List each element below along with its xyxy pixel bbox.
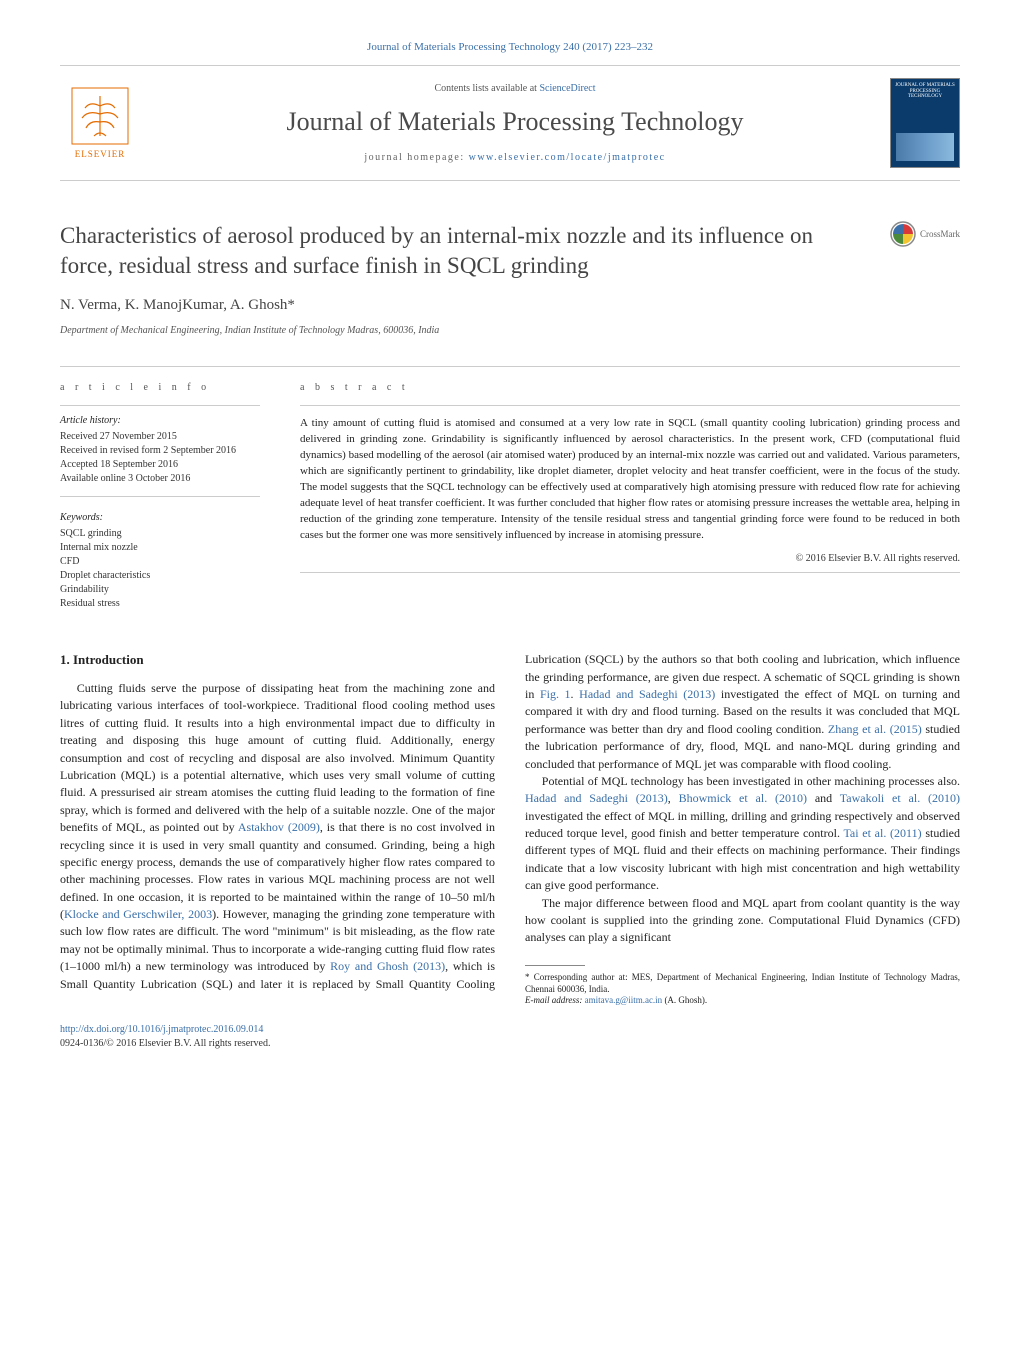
history-label: Article history: <box>60 414 260 428</box>
issn-copyright: 0924-0136/© 2016 Elsevier B.V. All right… <box>60 1038 270 1049</box>
body-text: . <box>571 687 580 701</box>
body-paragraph: The major difference between flood and M… <box>525 895 960 947</box>
citation-link[interactable]: Zhang et al. (2015) <box>828 722 922 736</box>
keywords-label: Keywords: <box>60 511 260 525</box>
figure-link[interactable]: Fig. 1 <box>540 687 571 701</box>
section-heading: 1. Introduction <box>60 651 495 670</box>
body-columns: 1. Introduction Cutting fluids serve the… <box>60 651 960 1007</box>
journal-cover-title: JOURNAL OF MATERIALS PROCESSING TECHNOLO… <box>895 83 955 100</box>
body-text: Cutting fluids serve the purpose of diss… <box>60 681 495 834</box>
keyword: Residual stress <box>60 597 260 611</box>
doi-link[interactable]: http://dx.doi.org/10.1016/j.jmatprotec.2… <box>60 1024 263 1035</box>
keyword: CFD <box>60 555 260 569</box>
abstract-text: A tiny amount of cutting fluid is atomis… <box>300 416 960 544</box>
abstract-label: a b s t r a c t <box>300 381 960 395</box>
keyword: Internal mix nozzle <box>60 541 260 555</box>
abstract-column: a b s t r a c t A tiny amount of cutting… <box>300 381 960 611</box>
elsevier-logo-text: ELSEVIER <box>75 148 126 161</box>
body-text: , <box>668 791 679 805</box>
homepage-link[interactable]: www.elsevier.com/locate/jmatprotec <box>469 152 666 163</box>
elsevier-tree-icon <box>70 86 130 146</box>
citation-link[interactable]: Hadad and Sadeghi (2013) <box>579 687 715 701</box>
journal-cover-thumbnail: JOURNAL OF MATERIALS PROCESSING TECHNOLO… <box>890 78 960 168</box>
footnote-separator <box>525 965 585 966</box>
title-row: Characteristics of aerosol produced by a… <box>60 221 960 281</box>
body-text: , is that there is no cost involved in r… <box>60 820 495 921</box>
history-item: Received 27 November 2015 <box>60 430 260 444</box>
keyword: Droplet characteristics <box>60 569 260 583</box>
journal-name: Journal of Materials Processing Technolo… <box>160 104 870 140</box>
journal-header-band: ELSEVIER Contents lists available at Sci… <box>60 65 960 181</box>
sciencedirect-link[interactable]: ScienceDirect <box>539 83 595 94</box>
citation-link[interactable]: Tai et al. (2011) <box>843 826 921 840</box>
body-text: and <box>807 791 840 805</box>
citation-link[interactable]: Tawakoli et al. (2010) <box>840 791 960 805</box>
citation-link[interactable]: Hadad and Sadeghi (2013) <box>525 791 668 805</box>
body-text: Potential of MQL technology has been inv… <box>542 774 960 788</box>
abstract-copyright: © 2016 Elsevier B.V. All rights reserved… <box>300 552 960 566</box>
corresponding-footnote: * Corresponding author at: MES, Departme… <box>525 972 960 995</box>
email-link[interactable]: amitava.g@iitm.ac.in <box>585 995 663 1005</box>
homepage-prefix: journal homepage: <box>364 152 468 163</box>
email-label: E-mail address: <box>525 995 585 1005</box>
authors: N. Verma, K. ManojKumar, A. Ghosh* <box>60 295 960 316</box>
elsevier-logo: ELSEVIER <box>60 86 140 161</box>
email-footnote: E-mail address: amitava.g@iitm.ac.in (A.… <box>525 995 960 1007</box>
citation-link[interactable]: Bhowmick et al. (2010) <box>679 791 807 805</box>
contents-line: Contents lists available at ScienceDirec… <box>160 82 870 96</box>
body-paragraph: Potential of MQL technology has been inv… <box>525 773 960 895</box>
article-info-label: a r t i c l e i n f o <box>60 381 260 395</box>
article-title: Characteristics of aerosol produced by a… <box>60 221 870 281</box>
citation-link[interactable]: Roy and Ghosh (2013) <box>330 959 445 973</box>
crossmark-badge[interactable]: CrossMark <box>890 221 960 247</box>
history-item: Available online 3 October 2016 <box>60 472 260 486</box>
contents-prefix: Contents lists available at <box>434 83 539 94</box>
header-center: Contents lists available at ScienceDirec… <box>140 82 890 164</box>
crossmark-icon <box>890 221 916 247</box>
history-item: Accepted 18 September 2016 <box>60 458 260 472</box>
citation-link[interactable]: Astakhov (2009) <box>238 820 320 834</box>
article-info-column: a r t i c l e i n f o Article history: R… <box>60 381 260 611</box>
page-footer: http://dx.doi.org/10.1016/j.jmatprotec.2… <box>60 1023 960 1051</box>
top-citation: Journal of Materials Processing Technolo… <box>60 40 960 55</box>
keyword: SQCL grinding <box>60 527 260 541</box>
crossmark-label: CrossMark <box>920 228 960 241</box>
affiliation: Department of Mechanical Engineering, In… <box>60 324 960 338</box>
keyword: Grindability <box>60 583 260 597</box>
citation-link[interactable]: Klocke and Gerschwiler, 2003 <box>64 907 212 921</box>
email-suffix: (A. Ghosh). <box>662 995 707 1005</box>
journal-homepage: journal homepage: www.elsevier.com/locat… <box>160 151 870 165</box>
history-item: Received in revised form 2 September 201… <box>60 444 260 458</box>
meta-row: a r t i c l e i n f o Article history: R… <box>60 366 960 611</box>
journal-cover-image <box>896 133 954 161</box>
